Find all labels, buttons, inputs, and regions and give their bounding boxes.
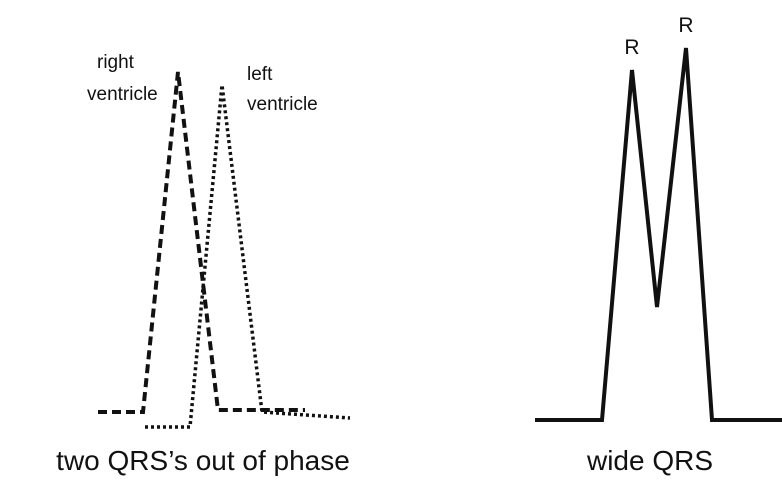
left-ventricle-label: left [247, 64, 273, 85]
right-ventricle-trace [98, 71, 305, 414]
left-ventricle-label: ventricle [247, 94, 318, 115]
peak-label: R [678, 14, 693, 37]
right-ventricle-label: right [97, 52, 135, 73]
peak-label: R [624, 36, 639, 59]
right-ventricle-label: ventricle [87, 84, 158, 105]
left-ventricle-trace [145, 84, 351, 429]
right-caption: wide QRS [586, 445, 713, 476]
wide-qrs-trace [535, 47, 782, 422]
left-caption: two QRS’s out of phase [56, 445, 350, 476]
